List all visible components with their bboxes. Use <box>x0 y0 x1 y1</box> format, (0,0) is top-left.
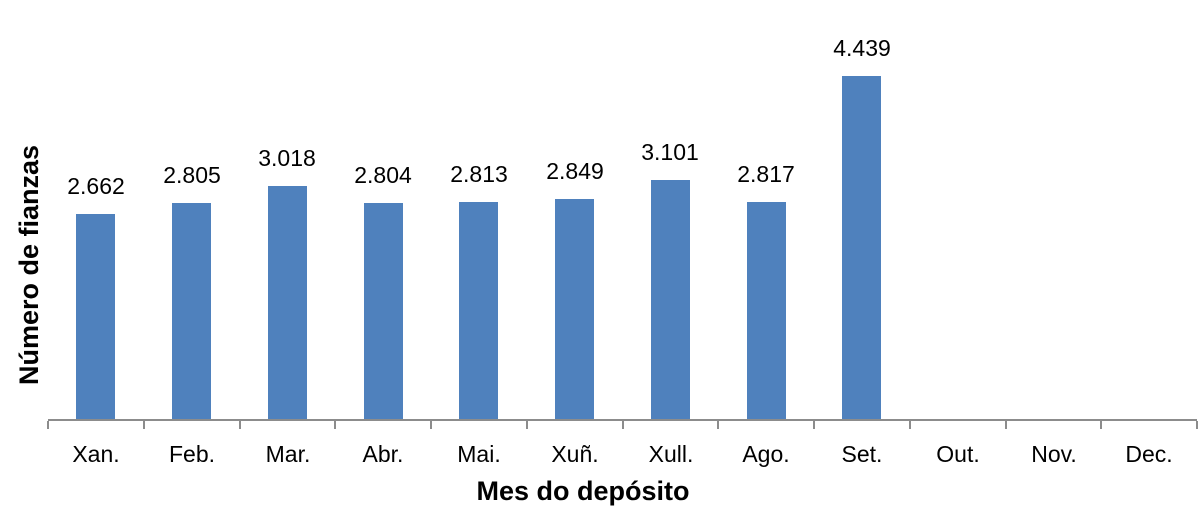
data-label: 3.101 <box>641 139 699 165</box>
bar-mar <box>268 186 307 419</box>
x-tick-label: Abr. <box>362 441 404 467</box>
bar-xan <box>76 214 115 419</box>
x-axis-tick <box>47 421 49 429</box>
bar-ago <box>747 202 786 419</box>
x-tick-label: Feb. <box>168 441 216 467</box>
x-axis-tick <box>1196 421 1198 429</box>
x-axis-tick <box>717 421 720 429</box>
bar-xull <box>651 180 690 419</box>
x-axis-line <box>48 419 1197 421</box>
x-tick-label: Ago. <box>742 441 790 467</box>
data-label: 2.817 <box>737 161 795 187</box>
x-tick-label: Out. <box>936 441 980 467</box>
x-axis-tick <box>813 421 815 429</box>
bar-mai <box>459 202 498 419</box>
x-axis-tick <box>142 421 145 429</box>
x-tick-label: Xuñ. <box>551 441 599 467</box>
bar-abr <box>364 203 403 419</box>
bar-xuñ <box>555 199 594 419</box>
x-tick-label: Xull. <box>648 441 694 467</box>
x-tick-label: Set. <box>841 441 883 467</box>
x-axis-tick <box>334 421 337 429</box>
x-tick-label: Mar. <box>265 441 311 467</box>
data-label: 2.662 <box>67 173 125 199</box>
data-label: 2.813 <box>450 161 508 187</box>
data-label: 2.805 <box>163 162 221 188</box>
x-axis-tick <box>238 421 241 429</box>
x-axis-tick <box>1004 421 1007 429</box>
x-axis-tick <box>430 421 432 429</box>
x-axis-tick <box>908 421 911 429</box>
data-label: 2.849 <box>546 158 604 184</box>
x-tick-label: Mai. <box>457 441 501 467</box>
x-axis-tick <box>621 421 624 429</box>
data-label: 2.804 <box>354 162 412 188</box>
x-tick-label: Nov. <box>1031 441 1077 467</box>
bar-feb <box>172 203 211 419</box>
x-axis-tick <box>1100 421 1103 429</box>
x-tick-label: Xan. <box>72 441 120 467</box>
x-tick-label: Dec. <box>1125 441 1173 467</box>
x-axis-title: Mes do depósito <box>476 476 690 506</box>
bar-set <box>842 76 881 419</box>
x-axis-tick <box>525 421 528 429</box>
data-label: 4.439 <box>833 35 891 61</box>
data-label: 3.018 <box>258 145 316 171</box>
